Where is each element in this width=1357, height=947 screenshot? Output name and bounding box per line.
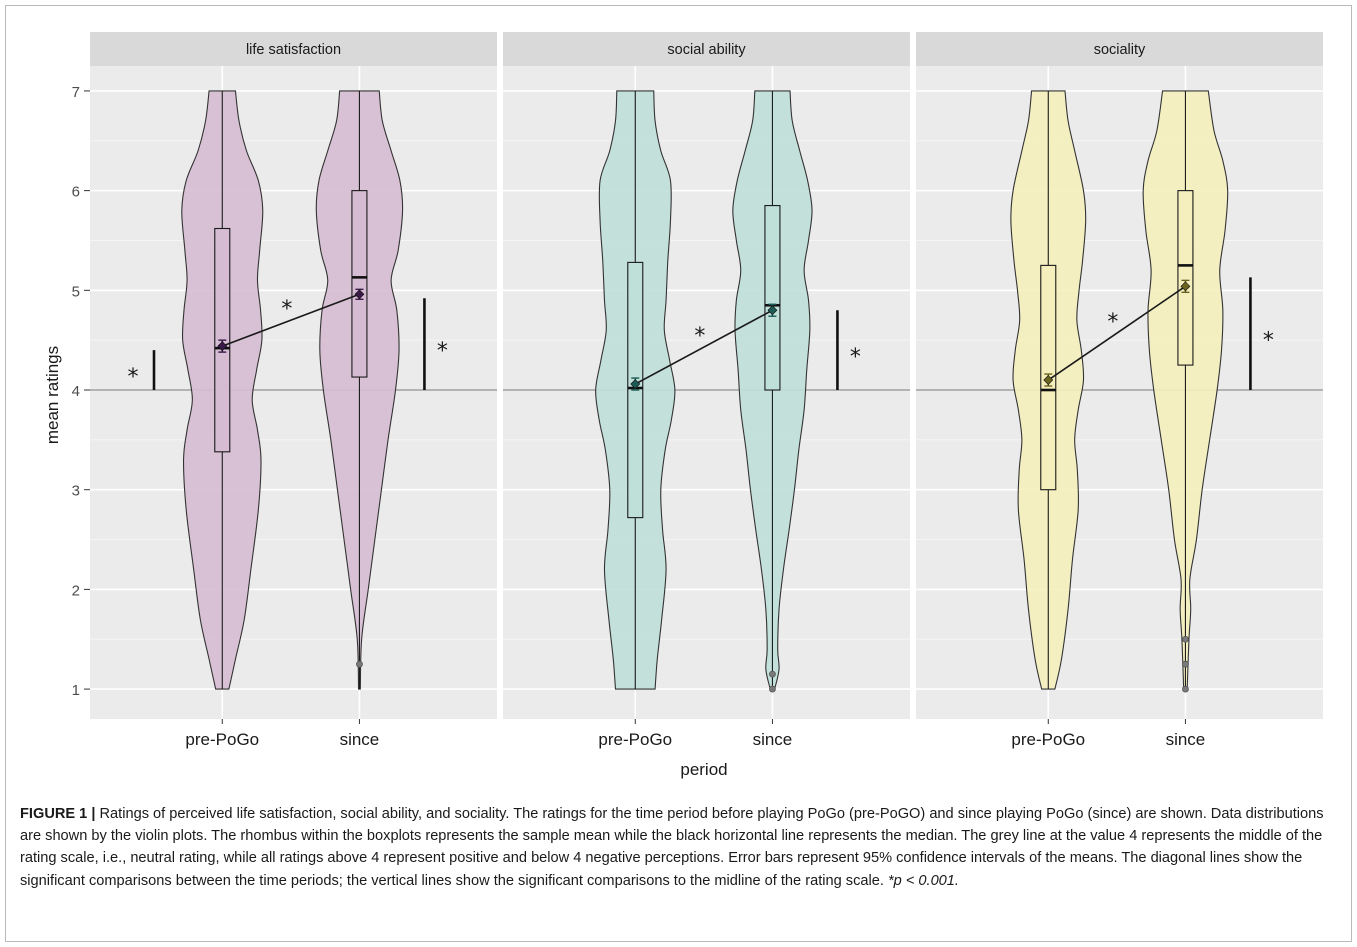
y-tick-label: 6	[72, 184, 80, 201]
diagonal-significance-marker: *	[1107, 310, 1118, 335]
diagonal-significance-marker: *	[694, 324, 705, 349]
diagonal-significance-marker: *	[281, 297, 292, 322]
panel-2: sociality * * pre-PoGo since	[916, 32, 1323, 749]
mean-rhombus	[630, 379, 641, 389]
midline-significance-marker: *	[850, 345, 861, 370]
caption-pvalue: *p < 0.001.	[887, 872, 959, 889]
box-since	[351, 190, 368, 378]
panel-background	[503, 66, 910, 719]
x-tick-label: pre-PoGo	[185, 730, 259, 749]
panel-strip	[90, 32, 497, 66]
panel-1: social ability * * pre-PoGo since	[503, 32, 910, 749]
x-tick-label: since	[753, 730, 793, 749]
panel-background	[916, 66, 1323, 719]
panel-strip	[503, 32, 910, 66]
diagonal-comparison-line	[634, 309, 773, 385]
outlier-point	[356, 660, 363, 668]
y-tick-label: 7	[72, 84, 80, 101]
mean-rhombus	[767, 305, 778, 316]
panel-title: life satisfaction	[246, 42, 341, 58]
x-axis-label: period	[680, 760, 727, 779]
y-tick-label: 3	[72, 483, 80, 500]
y-tick-label: 5	[72, 283, 80, 300]
panel-title: sociality	[1094, 42, 1146, 58]
y-axis-label: mean ratings	[43, 346, 62, 444]
x-tick-label: pre-PoGo	[1011, 730, 1085, 749]
y-tick-label: 1	[72, 682, 80, 699]
diagonal-comparison-line	[221, 293, 360, 347]
mean-rhombus	[1043, 375, 1054, 385]
box-since	[1177, 190, 1194, 366]
x-tick-label: since	[340, 730, 380, 749]
violin-chart: 1 2 3 4 5 6 7 life satisfaction * * * pre-PoGo since…	[43, 32, 1323, 779]
caption-text: Ratings of perceived life satisfaction, …	[20, 806, 1324, 889]
outlier-point	[1182, 635, 1189, 643]
outlier-point	[769, 685, 776, 693]
mean-rhombus	[354, 289, 365, 300]
midline-significance-marker: *	[437, 339, 448, 364]
caption-label: FIGURE 1 |	[20, 806, 96, 822]
panel-background	[90, 66, 497, 719]
midline-significance-marker: *	[1263, 329, 1274, 354]
outlier-point	[1182, 685, 1189, 693]
y-tick-label: 4	[72, 383, 80, 400]
mean-rhombus	[1180, 281, 1191, 292]
panel-title: social ability	[667, 42, 746, 58]
mean-rhombus	[217, 341, 228, 352]
box-since	[764, 205, 781, 391]
outlier-point	[1182, 660, 1189, 668]
x-tick-label: since	[1166, 730, 1206, 749]
panel-strip	[916, 32, 1323, 66]
panel-0: life satisfaction * * * pre-PoGo since	[90, 32, 497, 749]
midline-significance-marker: *	[128, 365, 139, 390]
y-tick-label: 2	[72, 582, 80, 599]
x-tick-label: pre-PoGo	[598, 730, 672, 749]
figure-caption: FIGURE 1 | Ratings of perceived life sat…	[20, 803, 1342, 892]
outlier-point	[769, 670, 776, 678]
diagonal-comparison-line	[1047, 285, 1186, 381]
